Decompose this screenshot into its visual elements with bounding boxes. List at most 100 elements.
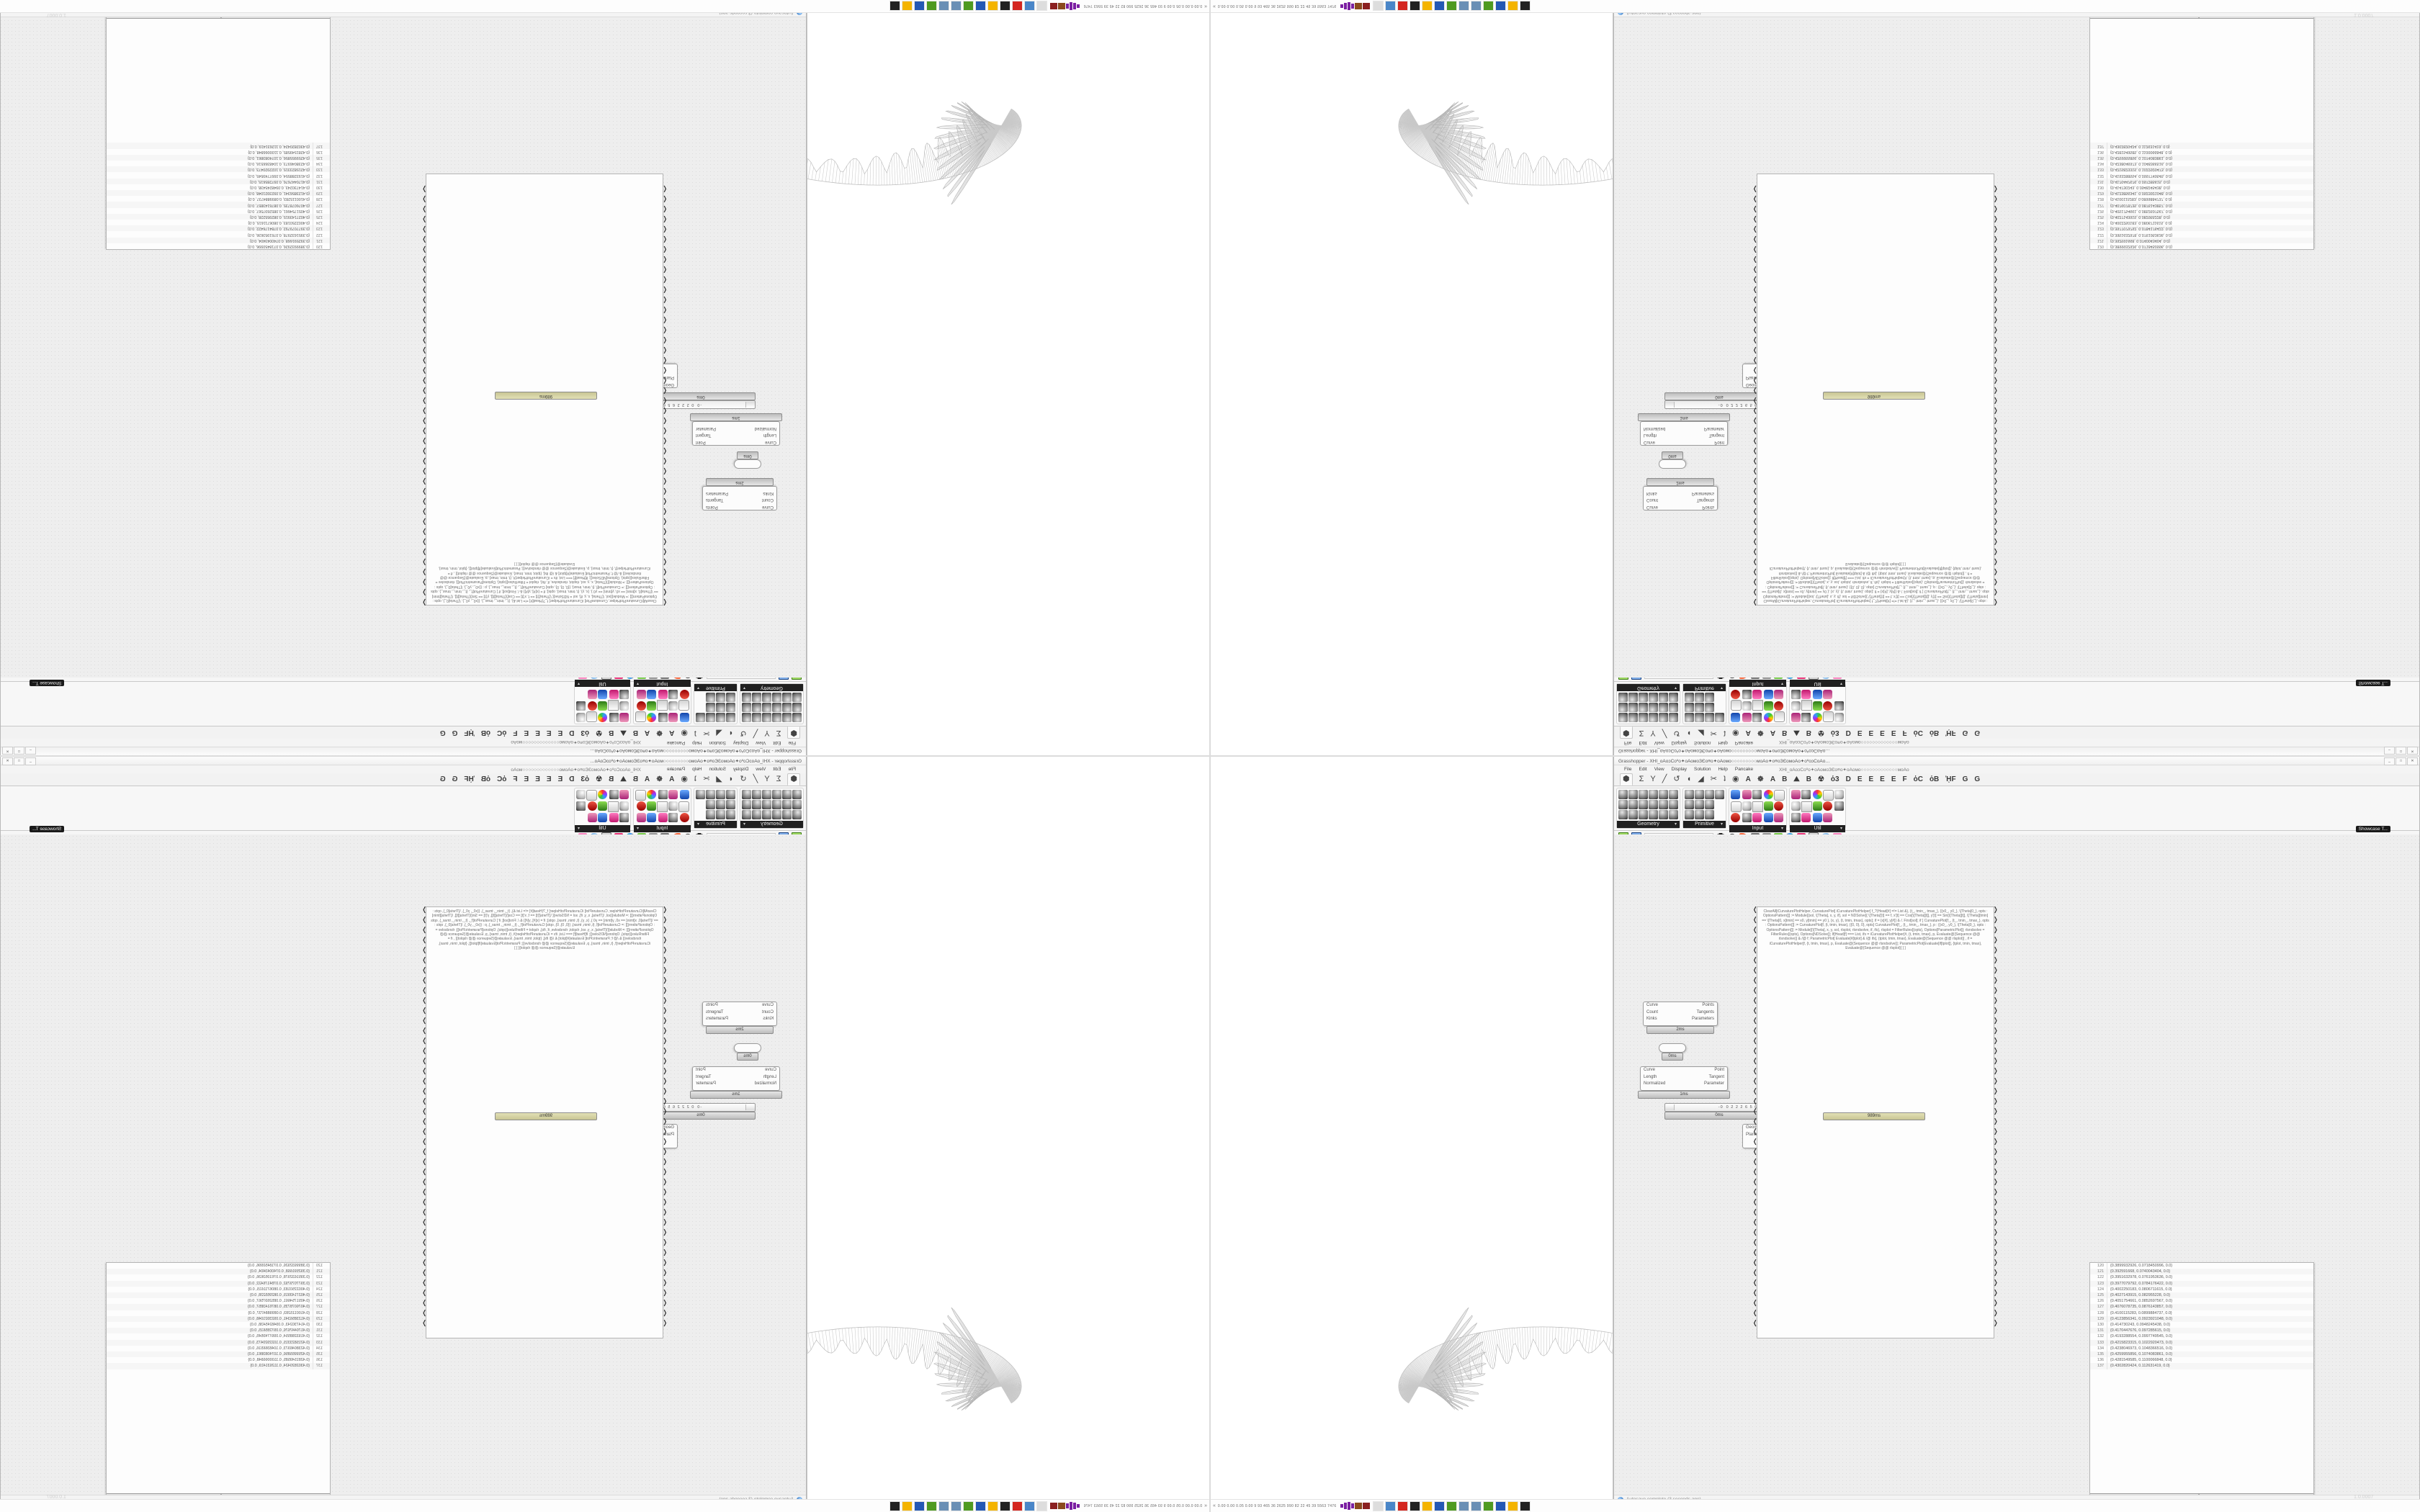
component-divide-curve[interactable]: Curve Points Count Tangents Kinks Parameter… bbox=[702, 1002, 777, 1026]
wire-port-icon[interactable]: ❬ bbox=[662, 906, 668, 913]
ribbon-component-icon[interactable] bbox=[598, 790, 607, 799]
chevron-down-icon[interactable]: ▾ bbox=[637, 681, 640, 685]
wire-port-icon[interactable]: ❭ bbox=[421, 906, 427, 913]
wire-port-icon[interactable]: ❬ bbox=[1752, 1037, 1758, 1044]
wire-port-icon[interactable]: ❭ bbox=[421, 438, 427, 445]
tab-mesh[interactable]: ◢ bbox=[1698, 729, 1704, 737]
antivirus-shield-icon[interactable] bbox=[1011, 1, 1023, 12]
wire-port-icon[interactable]: ❭ bbox=[421, 1299, 427, 1306]
tab-addon-d[interactable]: D bbox=[569, 775, 575, 783]
port-in-curve[interactable]: Curve bbox=[1646, 1003, 1659, 1007]
image-viewer-icon[interactable] bbox=[1520, 1500, 1531, 1511]
wire-port-icon[interactable]: ❬ bbox=[1752, 1319, 1758, 1326]
tab-addon-e3[interactable]: E bbox=[535, 775, 540, 783]
port-in-length[interactable]: Length bbox=[763, 1074, 776, 1079]
ribbon-component-icon[interactable] bbox=[782, 790, 792, 799]
tab-addon-insect1[interactable]: ὁC bbox=[497, 775, 507, 783]
ribbon-component-icon[interactable] bbox=[782, 810, 792, 819]
taskbar-expand-icon[interactable]: « bbox=[1213, 1503, 1216, 1508]
ribbon-component-icon[interactable] bbox=[1764, 790, 1773, 799]
wire-port-icon[interactable]: ❭ bbox=[1993, 1259, 1999, 1266]
wire-port-icon[interactable]: ❬ bbox=[1752, 236, 1758, 243]
ribbon-component-icon[interactable] bbox=[1628, 713, 1638, 722]
wire-port-icon[interactable]: ❬ bbox=[1752, 488, 1758, 495]
ribbon-component-icon[interactable] bbox=[1618, 693, 1628, 702]
curvature-plot-code-panel[interactable]: ClearAll[iCurvaturePlotHelper, Curvature… bbox=[426, 174, 663, 606]
wire-port-icon[interactable]: ❭ bbox=[421, 946, 427, 953]
tab-transform[interactable]: ʇ bbox=[1723, 729, 1726, 737]
ribbon-component-icon[interactable] bbox=[619, 701, 629, 711]
minimize-button[interactable]: _ bbox=[25, 757, 36, 765]
ribbon-component-icon[interactable] bbox=[647, 690, 656, 699]
wire-port-icon[interactable]: ❬ bbox=[1752, 1259, 1758, 1266]
menu-item-pancake[interactable]: Pancake bbox=[1734, 740, 1754, 745]
wire-port-icon[interactable]: ❭ bbox=[1993, 307, 1999, 314]
menu-item-display[interactable]: Display bbox=[1671, 740, 1687, 745]
port-out-tangent[interactable]: Tangent bbox=[1708, 1074, 1724, 1079]
menu-item-view[interactable]: View bbox=[1654, 740, 1664, 745]
tab-addon-g1[interactable]: G bbox=[452, 775, 458, 783]
tab-addon-insect1[interactable]: ὁC bbox=[1913, 729, 1923, 737]
wire-port-icon[interactable]: ❬ bbox=[1752, 1107, 1758, 1115]
wire-port-icon[interactable]: ❬ bbox=[662, 1087, 668, 1094]
wire-port-icon[interactable]: ❬ bbox=[662, 287, 668, 294]
wire-port-icon[interactable]: ❭ bbox=[421, 549, 427, 556]
ribbon-component-icon[interactable] bbox=[1791, 713, 1801, 722]
ribbon-component-icon[interactable] bbox=[762, 713, 771, 722]
ribbon-component-icon[interactable] bbox=[742, 693, 751, 702]
tab-addon-insect1[interactable]: ὁC bbox=[497, 729, 507, 737]
ribbon-group-label[interactable]: Util ▾ bbox=[1790, 680, 1845, 687]
tab-addon-g1[interactable]: G bbox=[1962, 729, 1968, 737]
ribbon-component-icon[interactable] bbox=[586, 711, 597, 722]
chevron-down-icon[interactable]: ▾ bbox=[578, 827, 581, 831]
wire-port-icon[interactable]: ❬ bbox=[1752, 206, 1758, 213]
wire-port-icon[interactable]: ❬ bbox=[662, 1269, 668, 1276]
ribbon-component-icon[interactable] bbox=[1774, 701, 1783, 711]
ribbon-component-icon[interactable] bbox=[1639, 800, 1648, 809]
wire-port-icon[interactable]: ❭ bbox=[1993, 1228, 1999, 1236]
ribbon-group-label[interactable]: Input ▾ bbox=[1729, 825, 1786, 832]
ribbon-component-icon[interactable] bbox=[706, 713, 715, 722]
tab-params[interactable]: ⬢ bbox=[787, 773, 800, 786]
wire-port-icon[interactable]: ❭ bbox=[421, 936, 427, 943]
wire-port-icon[interactable]: ❭ bbox=[421, 297, 427, 304]
green-save-icon[interactable] bbox=[1483, 1500, 1494, 1511]
wire-port-icon[interactable]: ❬ bbox=[1752, 1228, 1758, 1236]
ribbon-component-icon[interactable] bbox=[658, 713, 668, 722]
wire-port-icon[interactable]: ❭ bbox=[421, 206, 427, 213]
port-in-count[interactable]: Count bbox=[1646, 498, 1659, 503]
wire-port-icon[interactable]: ❭ bbox=[1993, 347, 1999, 354]
wire-port-icon[interactable]: ❭ bbox=[1993, 327, 1999, 334]
menu-item-pancake[interactable]: Pancake bbox=[666, 740, 686, 745]
ribbon-component-icon[interactable] bbox=[668, 690, 678, 699]
tab-addon-a2[interactable]: A bbox=[1770, 775, 1776, 783]
tab-addon-b2[interactable]: B bbox=[609, 729, 614, 737]
wire-port-icon[interactable]: ❬ bbox=[662, 986, 668, 994]
port-out-point[interactable]: Point bbox=[1714, 1068, 1724, 1072]
wire-port-icon[interactable]: ❬ bbox=[1752, 1138, 1758, 1145]
wire-port-icon[interactable]: ❭ bbox=[1993, 438, 1999, 445]
wire-port-icon[interactable]: ❬ bbox=[1752, 1279, 1758, 1286]
wire-port-icon[interactable]: ❬ bbox=[1752, 1309, 1758, 1316]
wire-port-icon[interactable]: ❭ bbox=[421, 266, 427, 274]
tab-addon-f[interactable]: F bbox=[1902, 729, 1907, 737]
menu-item-help[interactable]: Help bbox=[1718, 740, 1728, 745]
tab-addon-hazard[interactable]: ☢ bbox=[1817, 729, 1824, 737]
wire-port-icon[interactable]: ❭ bbox=[421, 387, 427, 395]
wire-port-icon[interactable]: ❬ bbox=[662, 498, 668, 505]
wire-port-icon[interactable]: ❭ bbox=[421, 569, 427, 576]
ribbon-component-icon[interactable] bbox=[1669, 810, 1678, 819]
wire-port-icon[interactable]: ❬ bbox=[662, 1208, 668, 1215]
wire-port-icon[interactable]: ❭ bbox=[421, 216, 427, 223]
wire-port-icon[interactable]: ❭ bbox=[1993, 287, 1999, 294]
point-list-panel[interactable]: 120 {0.3899932926, 0.0718450996, 0.0} 121{… bbox=[106, 1262, 331, 1495]
wire-port-icon[interactable]: ❬ bbox=[1752, 1017, 1758, 1024]
menu-item-file[interactable]: File bbox=[1624, 767, 1632, 772]
ribbon-component-icon[interactable] bbox=[658, 790, 668, 799]
green-save-icon[interactable] bbox=[926, 1, 937, 12]
wire-port-icon[interactable]: ❬ bbox=[1752, 589, 1758, 596]
ribbon-component-icon[interactable] bbox=[598, 801, 607, 811]
ribbon-component-icon[interactable] bbox=[1669, 693, 1678, 702]
wire-port-icon[interactable]: ❭ bbox=[1993, 528, 1999, 536]
ribbon-component-icon[interactable] bbox=[609, 690, 619, 699]
